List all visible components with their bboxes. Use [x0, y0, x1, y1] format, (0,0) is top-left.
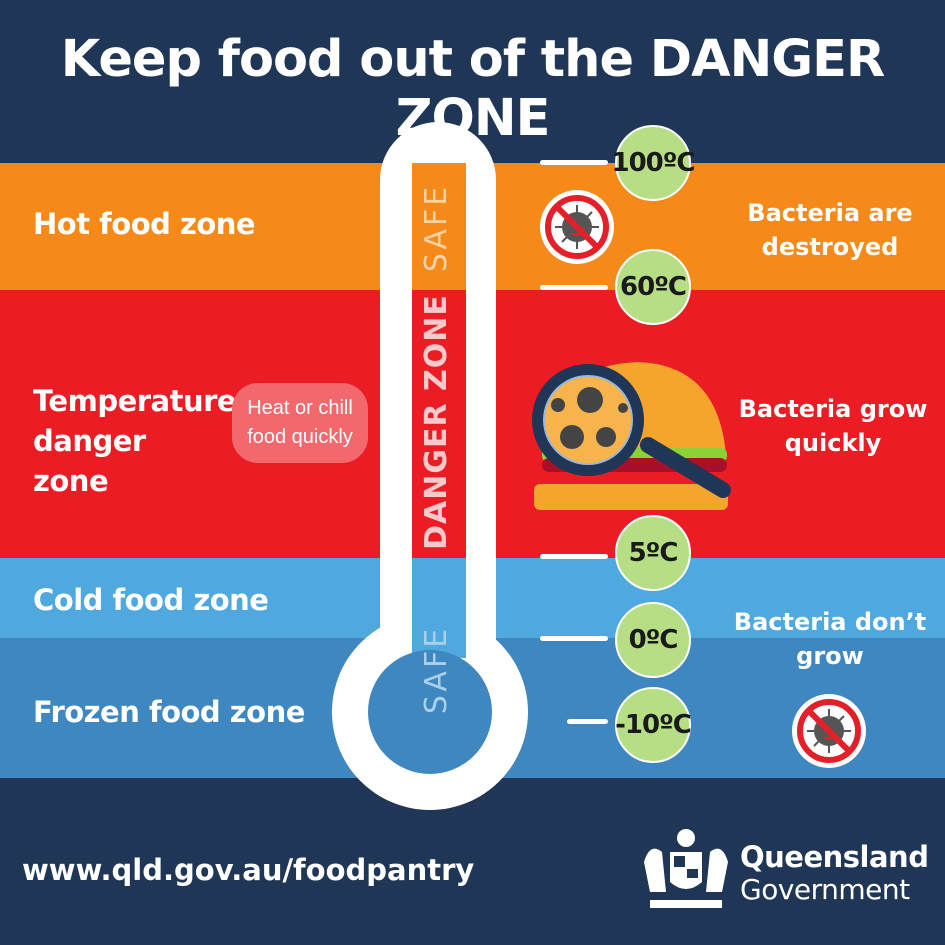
frozen-zone-label: Frozen food zone — [33, 695, 305, 729]
queensland-crest-icon — [644, 829, 728, 908]
tick-minus10 — [567, 719, 608, 724]
no-bacteria-icon — [792, 694, 866, 768]
tick-5 — [540, 554, 608, 559]
cold-zone-label: Cold food zone — [33, 583, 269, 617]
column-hot — [412, 163, 466, 290]
tick-0 — [540, 636, 608, 641]
temp-60: 60ºC — [615, 249, 691, 325]
footer-url-link[interactable]: www.qld.gov.au/foodpantry — [22, 853, 475, 887]
cold-zone-note: Bacteria don’t grow — [733, 608, 927, 670]
temp-minus10: -10ºC — [615, 687, 692, 763]
hot-zone-label: Hot food zone — [33, 207, 256, 241]
logo-line2: Government — [740, 873, 910, 906]
hot-zone-note: Bacteria are destroyed — [747, 199, 913, 261]
tip-pill: Heat or chill food quickly — [232, 383, 368, 463]
temp-100: 100ºC — [611, 125, 696, 201]
column-cold — [412, 558, 466, 658]
tick-100 — [540, 160, 608, 165]
danger-zone-label: Temperature danger zone — [33, 384, 237, 498]
temp-0: 0ºC — [615, 602, 691, 678]
bulb-fill — [368, 650, 492, 774]
column-danger — [412, 290, 466, 558]
logo-line1: Queensland — [740, 840, 929, 874]
danger-zone-note: Bacteria grow quickly — [738, 395, 928, 457]
no-bacteria-icon — [540, 190, 614, 264]
safe-bottom-label: SAFE — [419, 625, 454, 715]
burger-magnifier-icon — [532, 362, 731, 510]
temp-5: 5ºC — [615, 515, 691, 591]
danger-zone-column-label: DANGER ZONE — [419, 294, 454, 550]
tick-60 — [540, 285, 608, 290]
page-title: Keep food out of the DANGER ZONE — [60, 30, 886, 148]
